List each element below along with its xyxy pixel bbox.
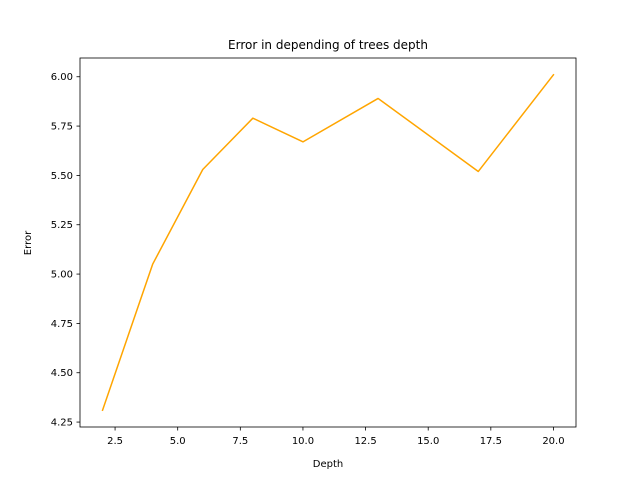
x-tick-label: 12.5: [354, 436, 376, 447]
axes-frame: [79, 57, 577, 428]
y-tick-label: 5.00: [51, 270, 73, 281]
x-tick-label: 2.5: [107, 436, 123, 447]
x-tick-label: 10.0: [292, 436, 314, 447]
y-tick-label: 5.25: [51, 220, 73, 231]
y-tick-label: 5.50: [51, 171, 73, 182]
x-tick-label: 7.5: [232, 436, 248, 447]
chart-title: Error in depending of trees depth: [228, 38, 428, 52]
y-axis-label: Error: [23, 230, 34, 255]
y-tick-label: 6.00: [51, 72, 73, 83]
y-tick-label: 4.75: [51, 319, 73, 330]
y-tick-label: 5.75: [51, 122, 73, 133]
series-line-0: [101, 73, 555, 412]
plot-area: [101, 73, 555, 412]
x-tick-label: 20.0: [542, 436, 564, 447]
x-tick-label: 17.5: [480, 436, 502, 447]
y-tick-label: 4.50: [51, 368, 73, 379]
x-tick-label: 5.0: [170, 436, 186, 447]
y-axis-ticks: 4.25 4.50 4.75 5.00 5.25 5.50 5.75 6.00: [51, 72, 80, 429]
x-axis-ticks: 2.5 5.0 7.5 10.0 12.5 15.0 17.5 20.0: [107, 427, 565, 447]
y-tick-label: 4.25: [51, 418, 73, 429]
x-axis-label: Depth: [313, 459, 343, 470]
x-tick-label: 15.0: [417, 436, 439, 447]
